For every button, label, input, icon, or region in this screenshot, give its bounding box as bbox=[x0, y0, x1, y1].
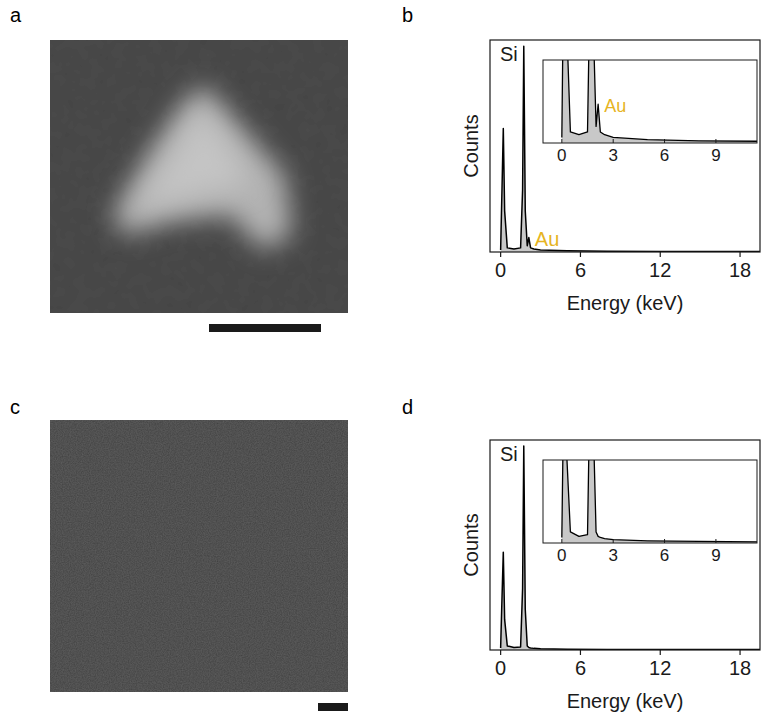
inset-ground bbox=[543, 460, 757, 543]
x-tick bbox=[739, 650, 740, 655]
spectrum-panel: 0 6 12 18 Energy (keV) Counts Si Au 0 3 6 9 Au bbox=[460, 0, 775, 314]
inset-frame bbox=[543, 60, 757, 143]
inset-x-tick bbox=[715, 139, 716, 143]
spectrum-line bbox=[501, 446, 760, 649]
inset-x-tick-label: 9 bbox=[711, 546, 720, 565]
panel-label: a bbox=[10, 4, 22, 26]
x-tick bbox=[500, 252, 501, 257]
x-tick bbox=[500, 650, 501, 655]
panel-label: d bbox=[402, 396, 413, 418]
inset-x-tick bbox=[715, 539, 716, 543]
inset-x-tick bbox=[613, 139, 614, 143]
x-tick-label: 12 bbox=[649, 657, 671, 679]
x-tick bbox=[660, 650, 661, 655]
inset-spectrum-fill bbox=[562, 60, 757, 143]
scale-bar bbox=[318, 703, 348, 711]
inset-x-tick-label: 6 bbox=[660, 546, 669, 565]
inset-x-tick-label: 3 bbox=[608, 546, 617, 565]
x-tick-label: 6 bbox=[575, 259, 586, 281]
panel-label: b bbox=[402, 4, 413, 26]
scale-bar bbox=[209, 324, 321, 332]
annotation: Si bbox=[500, 443, 518, 465]
x-tick-label: 12 bbox=[649, 259, 671, 281]
x-tick bbox=[739, 252, 740, 257]
inset-ground bbox=[543, 60, 757, 143]
inset: 0 3 6 9 bbox=[543, 0, 775, 565]
inset-x-tick bbox=[561, 139, 562, 143]
plot-area bbox=[501, 446, 760, 650]
y-axis-title: Counts bbox=[460, 513, 482, 576]
inset-x-tick-label: 3 bbox=[608, 146, 617, 165]
micrograph-a bbox=[50, 40, 348, 313]
x-axis-title: Energy (keV) bbox=[567, 690, 684, 712]
frame bbox=[490, 40, 760, 252]
inset-x-tick-label: 6 bbox=[660, 146, 669, 165]
x-axis-title: Energy (keV) bbox=[567, 292, 684, 314]
y-axis-title: Counts bbox=[460, 114, 482, 177]
x-tick-label: 0 bbox=[495, 259, 506, 281]
particle-core bbox=[135, 110, 250, 210]
particle bbox=[112, 85, 292, 250]
x-tick-label: 18 bbox=[729, 657, 751, 679]
spectrum-line bbox=[501, 46, 760, 251]
spectrum-panel: 0 6 12 18 Energy (keV) Counts Si 0 3 6 9 bbox=[460, 0, 775, 712]
inset-frame bbox=[543, 460, 757, 543]
inset-x-tick bbox=[613, 539, 614, 543]
panel-label: c bbox=[10, 396, 20, 418]
spectrum-fill bbox=[501, 446, 760, 650]
inset-spectrum-line bbox=[562, 460, 757, 542]
frame bbox=[490, 440, 760, 650]
x-tick bbox=[580, 252, 581, 257]
inset-plot-area bbox=[562, 460, 757, 543]
inset-x-tick bbox=[561, 539, 562, 543]
annotation: Au bbox=[535, 228, 559, 250]
x-tick-label: 0 bbox=[495, 657, 506, 679]
image-ground bbox=[50, 40, 348, 313]
micrograph-c bbox=[50, 420, 348, 692]
inset-x-tick-label: 0 bbox=[557, 546, 566, 565]
inset-x-tick bbox=[664, 139, 665, 143]
inset-spectrum-fill bbox=[562, 460, 757, 543]
annotation: Si bbox=[500, 43, 518, 65]
inset-spectrum-line bbox=[562, 60, 757, 142]
annotation: Au bbox=[604, 96, 626, 116]
x-tick bbox=[580, 650, 581, 655]
figure: a b c d 0 6 12 18 Energy (keV) Counts Si Au 0 3 6 9 Au 0 6… bbox=[0, 0, 775, 721]
inset: 0 3 6 9 Au bbox=[543, 0, 775, 165]
inset-x-tick-label: 0 bbox=[557, 146, 566, 165]
inset-x-tick-label: 9 bbox=[711, 146, 720, 165]
plot-area bbox=[501, 46, 760, 252]
x-tick-label: 18 bbox=[729, 259, 751, 281]
x-tick-label: 6 bbox=[575, 657, 586, 679]
inset-plot-area bbox=[562, 60, 757, 143]
inset-x-tick bbox=[664, 539, 665, 543]
spectrum-fill bbox=[501, 46, 760, 252]
x-tick bbox=[660, 252, 661, 257]
